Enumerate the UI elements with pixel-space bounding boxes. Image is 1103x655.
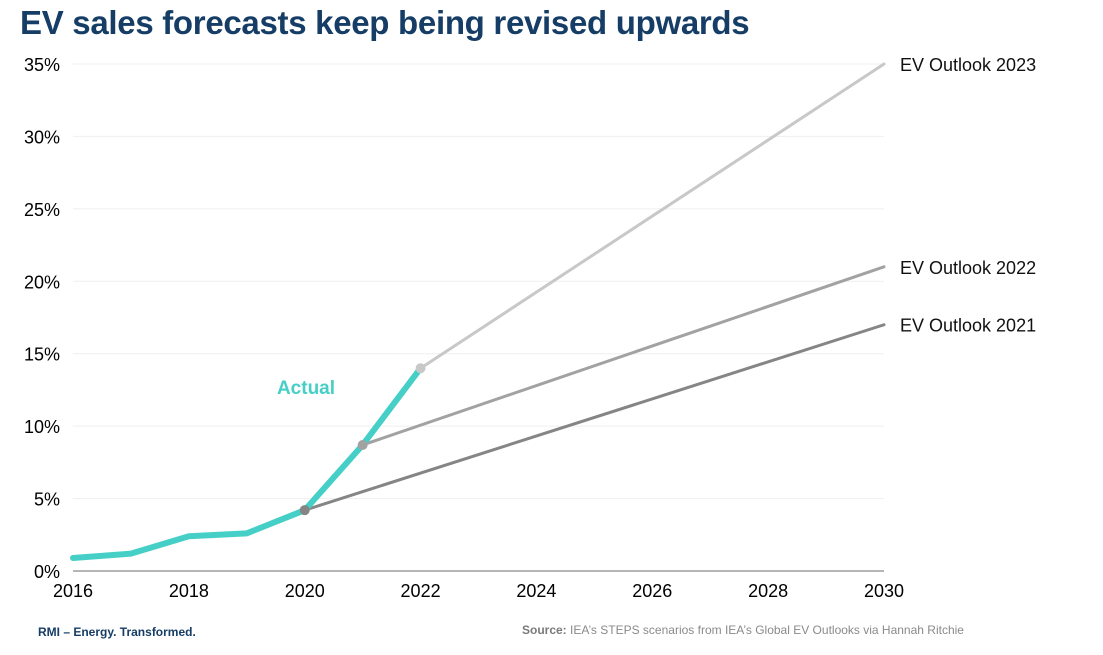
series-line-ev-outlook-2021	[303, 323, 886, 512]
y-tick-label: 0%	[34, 562, 60, 582]
y-tick-label: 5%	[34, 490, 60, 510]
x-tick-label: 2022	[401, 581, 441, 601]
series-label: EV Outlook 2023	[900, 55, 1036, 75]
forecast-start-point	[357, 439, 368, 450]
series-label-actual: Actual	[277, 378, 335, 399]
y-tick-label: 10%	[24, 417, 60, 437]
source-footer: Source: IEA’s STEPS scenarios from IEA’s…	[522, 623, 964, 637]
y-tick-label: 20%	[24, 272, 60, 292]
x-tick-label: 2020	[285, 581, 325, 601]
x-tick-label: 2028	[748, 581, 788, 601]
chart-title: EV sales forecasts keep being revised up…	[20, 4, 750, 41]
series-label: EV Outlook 2021	[900, 316, 1036, 336]
series-line-actual	[70, 365, 424, 561]
y-tick-label: 35%	[24, 55, 60, 75]
forecast-start-point	[415, 363, 426, 374]
series-line-ev-outlook-2023	[419, 62, 886, 370]
source-label: Source:	[522, 623, 567, 637]
x-tick-label: 2016	[53, 581, 93, 601]
y-tick-label: 30%	[24, 127, 60, 147]
y-tick-label: 25%	[24, 200, 60, 220]
source-text: IEA’s STEPS scenarios from IEA’s Global …	[566, 623, 964, 637]
x-tick-label: 2024	[516, 581, 556, 601]
series-label: EV Outlook 2022	[900, 258, 1036, 278]
brand-footer: RMI – Energy. Transformed.	[38, 625, 196, 639]
x-tick-label: 2030	[864, 581, 904, 601]
x-tick-label: 2026	[632, 581, 672, 601]
series-line-ev-outlook-2022	[361, 265, 886, 447]
forecast-start-point	[299, 505, 310, 516]
x-tick-label: 2018	[169, 581, 209, 601]
y-tick-label: 15%	[24, 345, 60, 365]
